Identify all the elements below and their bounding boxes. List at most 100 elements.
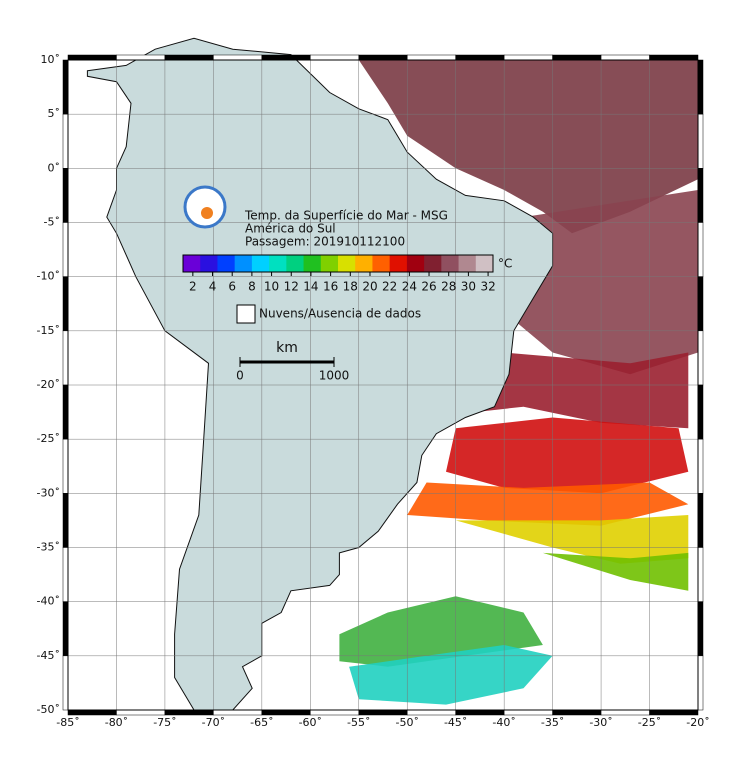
frame-segment bbox=[455, 709, 505, 716]
lat-tick-label: -30˚ bbox=[37, 486, 60, 499]
colorbar-segment bbox=[475, 255, 494, 272]
frame-segment bbox=[697, 276, 704, 332]
frame-segment bbox=[358, 54, 408, 61]
colorbar-tick-label: 2 bbox=[189, 280, 197, 294]
colorbar-tick-label: 30 bbox=[461, 280, 476, 294]
sst-patch bbox=[358, 60, 698, 234]
frame-segment bbox=[310, 709, 360, 716]
sst-patch bbox=[542, 552, 689, 591]
colorbar-tick-label: 28 bbox=[441, 280, 456, 294]
frame-segment bbox=[697, 655, 704, 711]
colorbar-segment bbox=[234, 255, 253, 272]
lon-tick-label: -30˚ bbox=[589, 716, 612, 729]
lon-tick-label: -40˚ bbox=[492, 716, 515, 729]
frame-segment bbox=[697, 438, 704, 494]
lat-tick-label: -15˚ bbox=[37, 324, 60, 337]
lat-tick-label: -35˚ bbox=[37, 541, 60, 554]
colorbar-frame bbox=[182, 254, 494, 273]
frame-segment bbox=[697, 384, 704, 440]
colorbar-tick-label: 22 bbox=[382, 280, 397, 294]
lon-tick-label: -85˚ bbox=[56, 716, 79, 729]
frame-segment bbox=[62, 655, 69, 711]
logo-dot bbox=[201, 207, 213, 219]
frame-segment bbox=[697, 222, 704, 277]
colorbar-segment bbox=[355, 255, 373, 272]
frame-segment bbox=[697, 493, 704, 548]
frame-segment bbox=[67, 54, 117, 61]
frame-segment bbox=[62, 222, 69, 277]
lat-tick-label: -50˚ bbox=[37, 703, 60, 716]
logo bbox=[183, 185, 227, 229]
sst-patch bbox=[455, 515, 689, 564]
frame-segment bbox=[406, 54, 456, 61]
colorbar-tick-label: 14 bbox=[303, 280, 318, 294]
scalebar-unit: km bbox=[276, 340, 298, 356]
map-frame bbox=[67, 59, 699, 711]
sst-patch bbox=[446, 417, 689, 494]
frame-segment bbox=[310, 54, 360, 61]
frame-segment bbox=[600, 54, 650, 61]
lat-tick-label: -10˚ bbox=[37, 270, 60, 283]
frame-segment bbox=[62, 547, 69, 602]
lat-tick-label: 10˚ bbox=[41, 53, 61, 66]
frame-segment bbox=[697, 168, 704, 223]
lon-tick-label: -60˚ bbox=[299, 716, 322, 729]
colorbar-tick-label: 6 bbox=[228, 280, 236, 294]
frame-segment bbox=[213, 54, 263, 61]
lon-tick-label: -25˚ bbox=[638, 716, 661, 729]
sst-patch bbox=[513, 190, 698, 375]
colorbar-tick-label: 16 bbox=[323, 280, 338, 294]
frame-segment bbox=[164, 54, 214, 61]
frame-segment bbox=[62, 113, 69, 169]
lon-tick-label: -55˚ bbox=[347, 716, 370, 729]
frame-segment bbox=[552, 709, 602, 716]
frame-segment bbox=[697, 59, 704, 115]
frame-segment bbox=[62, 59, 69, 115]
lon-tick-label: -45˚ bbox=[444, 716, 467, 729]
scalebar-label: 1000 bbox=[319, 369, 350, 383]
scalebar-label: 0 bbox=[236, 369, 244, 383]
colorbar-segment bbox=[424, 255, 442, 272]
lat-tick-label: -25˚ bbox=[37, 432, 60, 445]
frame-segment bbox=[62, 168, 69, 223]
frame-segment bbox=[406, 709, 456, 716]
colorbar-tick-label: 18 bbox=[343, 280, 358, 294]
title-line: América do Sul bbox=[245, 222, 336, 236]
colorbar-segment bbox=[372, 255, 391, 272]
frame-segment bbox=[697, 601, 704, 657]
frame-segment bbox=[552, 54, 602, 61]
lat-tick-label: -20˚ bbox=[37, 378, 60, 391]
lat-tick-label: -45˚ bbox=[37, 649, 60, 662]
colorbar-segment bbox=[389, 255, 408, 272]
frame-segment bbox=[503, 709, 553, 716]
frame-segment bbox=[649, 709, 699, 716]
frame-segment bbox=[116, 54, 166, 61]
frame-segment bbox=[164, 709, 214, 716]
colorbar-unit: °C bbox=[498, 257, 512, 271]
lat-tick-label: 5˚ bbox=[48, 107, 61, 120]
lon-tick-label: -35˚ bbox=[541, 716, 564, 729]
colorbar-segment bbox=[251, 255, 270, 272]
lat-tick-label: -5˚ bbox=[44, 216, 60, 229]
lon-tick-label: -75˚ bbox=[153, 716, 176, 729]
colorbar-tick-label: 8 bbox=[248, 280, 256, 294]
lon-tick-label: -70˚ bbox=[202, 716, 225, 729]
colorbar-tick-label: 26 bbox=[421, 280, 436, 294]
colorbar-segment bbox=[458, 255, 477, 272]
lon-tick-label: -20˚ bbox=[686, 716, 709, 729]
frame-segment bbox=[62, 601, 69, 657]
frame-segment bbox=[261, 54, 311, 61]
colorbar-tick-label: 10 bbox=[264, 280, 279, 294]
frame-segment bbox=[697, 330, 704, 386]
colorbar-segment bbox=[286, 255, 305, 272]
colorbar-segment bbox=[338, 255, 356, 272]
legend-swatch bbox=[236, 304, 256, 324]
colorbar-segment bbox=[406, 255, 425, 272]
frame-segment bbox=[62, 384, 69, 440]
sst-patch bbox=[349, 645, 553, 705]
frame-segment bbox=[503, 54, 553, 61]
lon-tick-label: -80˚ bbox=[105, 716, 128, 729]
colorbar-segment bbox=[303, 255, 322, 272]
colorbar-segment bbox=[183, 255, 201, 272]
frame-segment bbox=[455, 54, 505, 61]
